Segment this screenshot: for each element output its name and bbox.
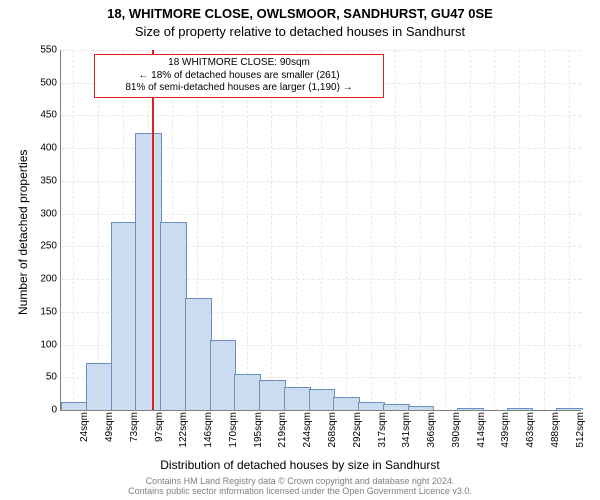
histogram-bar — [333, 397, 360, 410]
marker-annotation-box: 18 WHITMORE CLOSE: 90sqm ← 18% of detach… — [94, 54, 384, 98]
histogram-bar — [111, 222, 138, 410]
histogram-bar — [234, 374, 261, 410]
y-tick-label: 350 — [40, 175, 57, 186]
annotation-line3: 81% of semi-detached houses are larger (… — [101, 82, 377, 95]
histogram-bar — [408, 406, 435, 410]
gridline-v — [98, 50, 99, 410]
x-tick-label: 317sqm — [377, 412, 388, 448]
x-tick-label: 122sqm — [178, 412, 189, 448]
histogram-bar — [86, 363, 113, 410]
histogram-bar — [61, 402, 88, 410]
x-tick-label: 292sqm — [352, 412, 363, 448]
annotation-line1: 18 WHITMORE CLOSE: 90sqm — [101, 57, 377, 70]
x-tick-label: 390sqm — [451, 412, 462, 448]
chart-title-line2: Size of property relative to detached ho… — [0, 24, 600, 39]
histogram-bar — [160, 222, 187, 410]
histogram-bar — [358, 402, 385, 410]
x-tick-label: 195sqm — [253, 412, 264, 448]
footer-line1: Contains HM Land Registry data © Crown c… — [0, 476, 600, 486]
y-tick-label: 250 — [40, 241, 57, 252]
histogram-bar — [135, 133, 162, 410]
gridline-v — [296, 50, 297, 410]
footer-line2: Contains public sector information licen… — [0, 486, 600, 496]
x-tick-label: 512sqm — [575, 412, 586, 448]
histogram-bar — [309, 389, 336, 410]
gridline-v — [73, 50, 74, 410]
property-marker-line — [152, 50, 154, 410]
gridline-v — [544, 50, 545, 410]
histogram-bar — [457, 408, 484, 410]
chart-plot-area: 05010015020025030035040045050055024sqm49… — [60, 50, 581, 411]
gridline-v — [445, 50, 446, 410]
x-tick-label: 414sqm — [476, 412, 487, 448]
x-tick-label: 97sqm — [154, 412, 165, 442]
x-tick-label: 244sqm — [302, 412, 313, 448]
y-tick-label: 100 — [40, 339, 57, 350]
y-tick-label: 400 — [40, 143, 57, 154]
x-axis-label: Distribution of detached houses by size … — [0, 458, 600, 472]
x-tick-label: 488sqm — [550, 412, 561, 448]
histogram-bar — [507, 408, 534, 410]
histogram-bar — [210, 340, 237, 410]
x-tick-label: 73sqm — [129, 412, 140, 442]
y-tick-label: 150 — [40, 306, 57, 317]
x-tick-label: 146sqm — [203, 412, 214, 448]
footer-attribution: Contains HM Land Registry data © Crown c… — [0, 476, 600, 496]
histogram-bar — [185, 298, 212, 410]
x-tick-label: 49sqm — [104, 412, 115, 442]
chart-title-line1: 18, WHITMORE CLOSE, OWLSMOOR, SANDHURST,… — [0, 6, 600, 21]
y-tick-label: 300 — [40, 208, 57, 219]
x-tick-label: 439sqm — [500, 412, 511, 448]
y-tick-label: 450 — [40, 110, 57, 121]
gridline-v — [569, 50, 570, 410]
x-tick-label: 366sqm — [426, 412, 437, 448]
y-tick-label: 0 — [51, 405, 57, 416]
x-tick-label: 219sqm — [277, 412, 288, 448]
gridline-v — [371, 50, 372, 410]
x-tick-label: 341sqm — [401, 412, 412, 448]
gridline-v — [470, 50, 471, 410]
histogram-bar — [259, 380, 286, 410]
gridline-v — [346, 50, 347, 410]
x-tick-label: 463sqm — [525, 412, 536, 448]
y-tick-label: 550 — [40, 45, 57, 56]
y-axis-label: Number of detached properties — [16, 150, 30, 315]
gridline-v — [420, 50, 421, 410]
histogram-bar — [284, 387, 311, 410]
gridline-v — [247, 50, 248, 410]
histogram-bar — [556, 408, 583, 410]
y-tick-label: 50 — [46, 372, 57, 383]
x-tick-label: 170sqm — [228, 412, 239, 448]
gridline-v — [395, 50, 396, 410]
gridline-v — [321, 50, 322, 410]
gridline-v — [519, 50, 520, 410]
x-tick-label: 24sqm — [79, 412, 90, 442]
histogram-bar — [383, 404, 410, 410]
y-tick-label: 200 — [40, 274, 57, 285]
gridline-v — [271, 50, 272, 410]
x-tick-label: 268sqm — [327, 412, 338, 448]
gridline-v — [494, 50, 495, 410]
annotation-line2: ← 18% of detached houses are smaller (26… — [101, 70, 377, 83]
y-tick-label: 500 — [40, 77, 57, 88]
